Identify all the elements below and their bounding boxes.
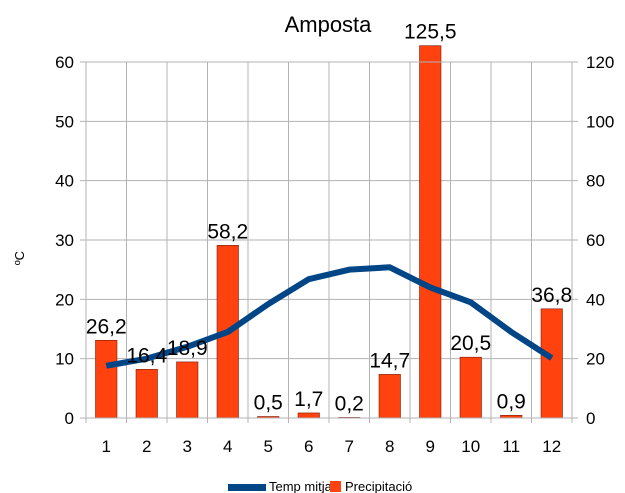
- precipitation-bar: [540, 308, 563, 419]
- legend-label-temperature: Temp mitja: [269, 479, 333, 493]
- precipitation-data-label: 125,5: [404, 21, 457, 44]
- precipitation-data-label: 0,2: [335, 392, 364, 415]
- x-tick-label: 10: [461, 437, 480, 456]
- right-tick-label: 20: [586, 350, 605, 369]
- precipitation-bar: [95, 339, 118, 419]
- right-tick-label: 0: [586, 409, 595, 428]
- x-tick-label: 9: [426, 437, 435, 456]
- left-tick-label: 0: [65, 409, 74, 428]
- precipitation-bar: [459, 356, 482, 419]
- left-tick-label: 30: [55, 231, 74, 250]
- left-tick-label: 50: [55, 112, 74, 131]
- temperature-line-group: [105, 264, 554, 369]
- left-tick-label: 40: [55, 172, 74, 191]
- precipitation-bar: [176, 361, 199, 419]
- precipitation-data-label: 16,4: [126, 344, 167, 367]
- x-tick-label: 5: [264, 437, 273, 456]
- precipitation-bar: [135, 369, 158, 419]
- precipitation-bar: [419, 45, 442, 419]
- precipitation-data-label: 20,5: [450, 332, 491, 355]
- left-tick-label: 60: [55, 53, 74, 72]
- legend: Temp mitja Precipitació: [228, 479, 412, 493]
- right-tick-label: 100: [586, 112, 614, 131]
- x-tick-label: 4: [223, 437, 232, 456]
- x-tick-label: 6: [304, 437, 313, 456]
- x-tick-label: 8: [385, 437, 394, 456]
- gridlines: [85, 61, 573, 419]
- left-axis-label: ºC: [12, 251, 27, 265]
- left-axis: 0 10 20 30 40 50 60: [55, 53, 86, 428]
- x-axis: 1 2 3 4 5 6 7 8 9 10 11 12: [85, 418, 573, 456]
- right-axis: 0 20 40 60 80 100 120: [572, 53, 614, 428]
- legend-label-precipitation: Precipitació: [345, 479, 412, 493]
- right-tick-label: 80: [586, 172, 605, 191]
- precipitation-bar: [378, 374, 401, 419]
- temperature-line: [105, 264, 554, 369]
- right-tick-label: 40: [586, 290, 605, 309]
- data-labels: 26,2 16,4 18,9 58,2 0,5 1,7 0,214,7 125,5 20,5 0,…: [86, 21, 572, 416]
- precipitation-data-label: 36,8: [531, 284, 572, 307]
- precipitation-data-label: 1,7: [294, 388, 323, 411]
- x-tick-label: 1: [102, 437, 111, 456]
- x-tick-label: 12: [542, 437, 561, 456]
- legend-swatch-precipitation: [330, 481, 341, 492]
- x-tick-label: 11: [502, 437, 520, 456]
- precipitation-bar: [297, 412, 320, 419]
- precipitation-data-label: 14,7: [369, 349, 410, 372]
- left-tick-label: 10: [55, 350, 74, 369]
- legend-swatch-temperature: [228, 484, 266, 491]
- precipitation-data-label: 58,2: [207, 220, 248, 243]
- precipitation-data-label: 26,2: [86, 315, 127, 338]
- x-tick-label: 7: [345, 437, 354, 456]
- right-tick-label: 60: [586, 231, 605, 250]
- precipitation-data-label: 18,9: [167, 337, 208, 360]
- right-tick-label: 120: [586, 53, 614, 72]
- chart-title: Amposta: [285, 12, 373, 37]
- precipitation-data-label: 0,9: [497, 390, 526, 413]
- precipitation-data-label: 0,5: [254, 392, 283, 415]
- x-tick-label: 2: [142, 437, 151, 456]
- left-tick-label: 20: [55, 290, 74, 309]
- x-tick-label: 3: [183, 437, 192, 456]
